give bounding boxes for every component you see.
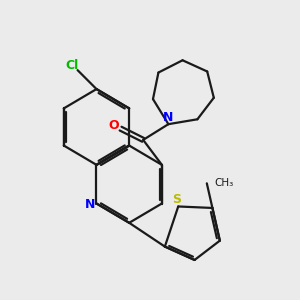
Text: O: O (109, 119, 119, 132)
Text: N: N (85, 199, 95, 212)
Text: CH₃: CH₃ (214, 178, 233, 188)
Text: Cl: Cl (65, 59, 78, 72)
Text: N: N (163, 111, 174, 124)
Text: S: S (172, 194, 181, 206)
